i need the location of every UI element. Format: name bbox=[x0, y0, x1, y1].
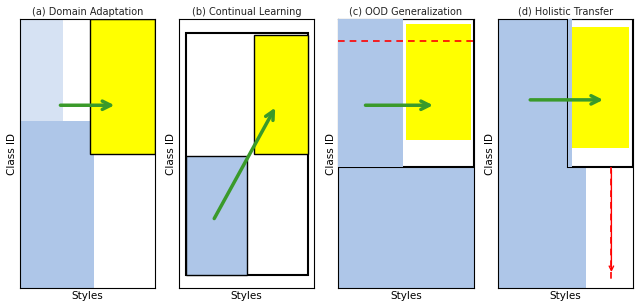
Title: (a) Domain Adaptation: (a) Domain Adaptation bbox=[32, 7, 143, 17]
Bar bbox=[186, 156, 247, 275]
Bar bbox=[586, 19, 633, 288]
X-axis label: Styles: Styles bbox=[390, 291, 422, 301]
X-axis label: Styles: Styles bbox=[72, 291, 103, 301]
Bar bbox=[568, 19, 633, 167]
Title: (c) OOD Generalization: (c) OOD Generalization bbox=[349, 7, 463, 17]
Bar bbox=[406, 25, 471, 140]
Bar bbox=[498, 19, 586, 288]
Y-axis label: Class ID: Class ID bbox=[326, 133, 335, 175]
Bar bbox=[20, 121, 94, 288]
X-axis label: Styles: Styles bbox=[231, 291, 262, 301]
Title: (b) Continual Learning: (b) Continual Learning bbox=[192, 7, 301, 17]
Bar bbox=[339, 19, 403, 167]
Y-axis label: Class ID: Class ID bbox=[166, 133, 176, 175]
Title: (d) Holistic Transfer: (d) Holistic Transfer bbox=[518, 7, 613, 17]
Y-axis label: Class ID: Class ID bbox=[7, 133, 17, 175]
Bar bbox=[339, 19, 474, 167]
X-axis label: Styles: Styles bbox=[550, 291, 581, 301]
Bar bbox=[568, 19, 572, 167]
Bar bbox=[90, 19, 155, 154]
Bar bbox=[253, 35, 308, 154]
Bar bbox=[572, 27, 629, 148]
Y-axis label: Class ID: Class ID bbox=[485, 133, 495, 175]
Bar bbox=[20, 19, 63, 121]
